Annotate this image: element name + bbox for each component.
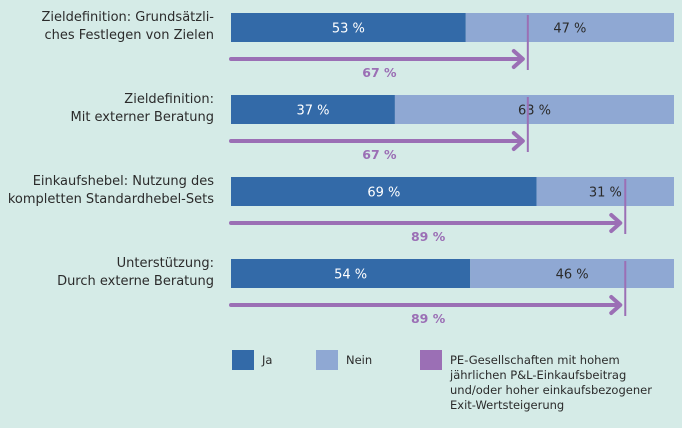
category-label-line: ches Festlegen von Zielen bbox=[44, 28, 214, 43]
category-label-line: Durch externe Beratung bbox=[57, 274, 214, 289]
legend-label-line: Exit-Wertsteigerung bbox=[450, 398, 565, 412]
legend-label-line: PE-Gesellschaften mit hohem bbox=[450, 353, 620, 367]
reference-label: 67 % bbox=[362, 65, 397, 80]
data-label-nein: 31 % bbox=[589, 186, 622, 201]
reference-arrowhead bbox=[609, 213, 623, 233]
reference-arrowhead bbox=[511, 49, 525, 69]
reference-label: 89 % bbox=[411, 229, 446, 244]
data-label-nein: 46 % bbox=[556, 268, 589, 283]
legend-label-line: jährlichen P&L-Einkaufsbeitrag bbox=[450, 368, 627, 382]
category-label: Unterstützung: Durch externe Beratung bbox=[0, 255, 214, 291]
bar-ja bbox=[231, 13, 466, 42]
data-label-nein: 47 % bbox=[553, 22, 586, 37]
bar-ja bbox=[231, 259, 471, 288]
legend-label-line: und/oder hoher einkaufsbezogener bbox=[450, 383, 652, 397]
bar-nein bbox=[465, 13, 674, 42]
data-label-ja: 54 % bbox=[334, 268, 367, 283]
category-label-line: Einkaufshebel: Nutzung des bbox=[32, 174, 214, 189]
legend-swatch bbox=[420, 350, 442, 370]
bar-ja bbox=[231, 95, 395, 124]
legend-item: Nein bbox=[316, 350, 372, 370]
legend-item: PE-Gesellschaften mit hohem jährlichen P&… bbox=[420, 350, 652, 413]
data-label-ja: 37 % bbox=[296, 104, 329, 119]
legend-label-line: Ja bbox=[262, 353, 273, 367]
category-label: Zieldefinition: Mit externer Beratung bbox=[0, 91, 214, 127]
legend-label: Nein bbox=[346, 353, 372, 368]
legend-swatch bbox=[316, 350, 338, 370]
legend-label-line: Nein bbox=[346, 353, 373, 367]
reference-label: 89 % bbox=[411, 311, 446, 326]
category-label: Zieldefinition: Grundsätzli-ches Festleg… bbox=[0, 9, 214, 45]
legend-label: Ja bbox=[262, 353, 272, 368]
category-label-line: Zieldefinition: bbox=[124, 92, 214, 107]
bar-ja bbox=[231, 177, 537, 206]
bar-nein bbox=[470, 259, 674, 288]
category-label-line: Zieldefinition: Grundsätzli- bbox=[41, 10, 214, 25]
legend-item: Ja bbox=[232, 350, 272, 370]
data-label-ja: 69 % bbox=[367, 186, 400, 201]
category-label: Einkaufshebel: Nutzung des kompletten Sta… bbox=[0, 173, 214, 209]
reference-arrowhead bbox=[511, 131, 525, 151]
bar-nein bbox=[394, 95, 674, 124]
category-label-line: Unterstützung: bbox=[116, 256, 214, 271]
reference-arrowhead bbox=[609, 295, 623, 315]
data-label-nein: 63 % bbox=[518, 104, 551, 119]
category-label-line: Mit externer Beratung bbox=[70, 110, 214, 125]
category-label-line: kompletten Standardhebel-Sets bbox=[7, 192, 214, 207]
legend-label: PE-Gesellschaften mit hohem jährlichen P&… bbox=[450, 353, 652, 413]
reference-label: 67 % bbox=[362, 147, 397, 162]
bar-nein bbox=[536, 177, 674, 206]
data-label-ja: 53 % bbox=[332, 22, 365, 37]
legend-swatch bbox=[232, 350, 254, 370]
